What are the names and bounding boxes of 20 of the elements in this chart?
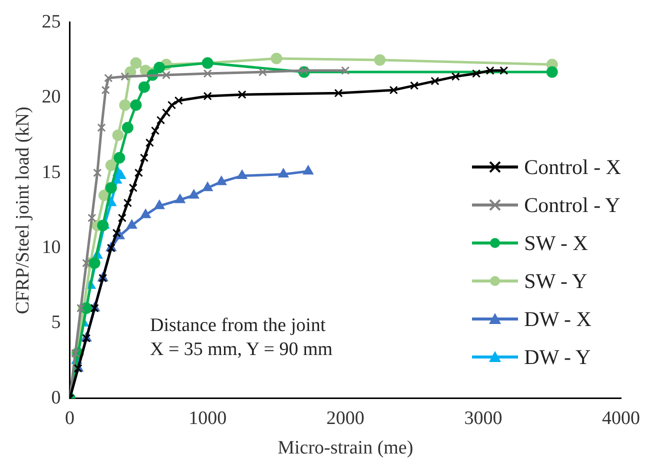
x-tick-label: 2000 — [326, 408, 364, 429]
legend-label: Control - X — [524, 154, 621, 180]
legend-label: DW - X — [524, 306, 592, 332]
y-tick-label: 25 — [42, 11, 61, 32]
y-tick-label: 5 — [51, 312, 61, 334]
annotation: Distance from the joint X = 35 mm, Y = 90 mm — [150, 314, 333, 362]
x-tick-label: 1000 — [188, 408, 227, 429]
legend-label: SW - X — [524, 230, 588, 256]
x-tick-label: 3000 — [464, 408, 502, 429]
x-axis-title: Micro-strain (me) — [278, 438, 414, 459]
y-tick-label: 20 — [42, 86, 61, 108]
legend-label: SW - Y — [524, 268, 588, 294]
x-tick-label: 4000 — [602, 408, 640, 429]
y-tick-label: 10 — [42, 236, 61, 258]
x-tick-label: 0 — [65, 408, 75, 429]
y-tick-label: 15 — [42, 162, 61, 183]
y-tick-label: 0 — [51, 387, 61, 408]
y-axis-title: CFRP/Steel joint load (kN) — [12, 106, 34, 314]
legend-label: DW - Y — [524, 344, 591, 370]
legend-label: Control - Y — [524, 192, 620, 218]
